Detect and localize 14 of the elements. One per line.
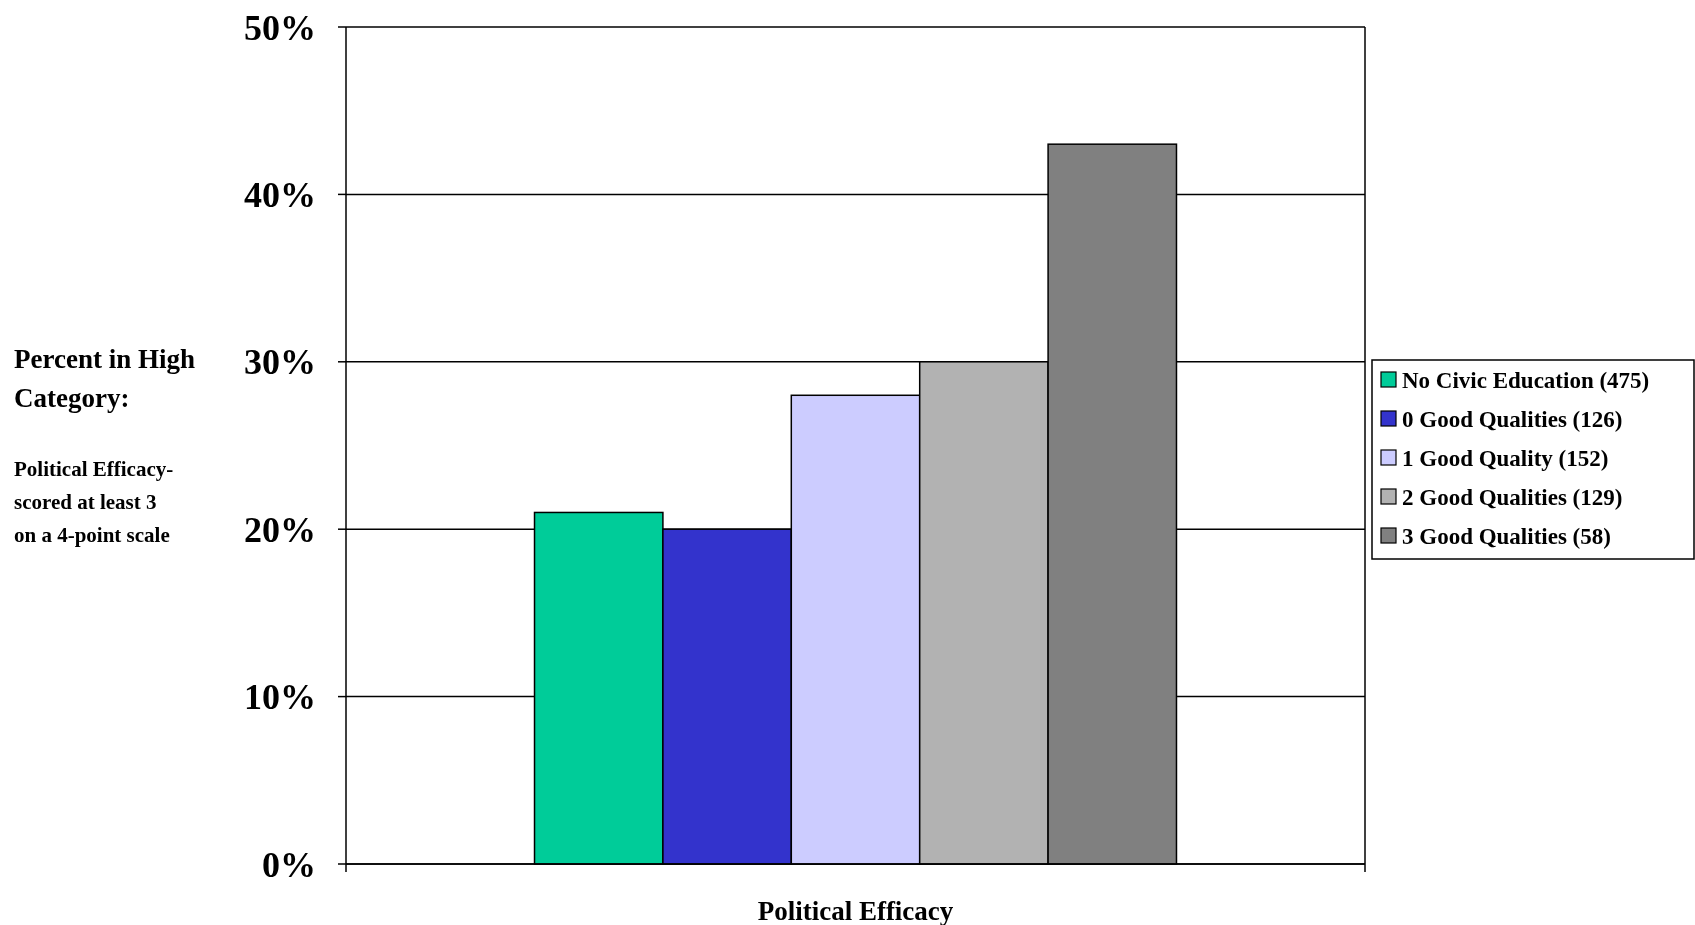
legend-label: 2 Good Qualities (129) [1402, 485, 1623, 511]
text: Political Efficacy-scored at least 3 on a 4-point scale [14, 457, 174, 547]
y-tick-label: 10% [244, 677, 316, 718]
y-tick-label: 40% [244, 175, 316, 215]
y-tick-label: 50% [244, 7, 316, 48]
x-axis-title: Political Efficacy [757, 896, 954, 925]
legend-label: 0 Good Qualities (126) [1402, 407, 1623, 433]
y-tick-label: 30% [244, 342, 316, 383]
y-axis-title: Percent in High Category: [14, 344, 195, 413]
y-tick-label: 0% [262, 844, 316, 885]
y-tick-label: 20% [244, 509, 316, 550]
legend-label: 3 Good Qualities (58) [1402, 524, 1611, 550]
legend-label: 1 Good Quality (152) [1402, 446, 1609, 472]
legend-label: No Civic Education (475) [1402, 368, 1650, 394]
